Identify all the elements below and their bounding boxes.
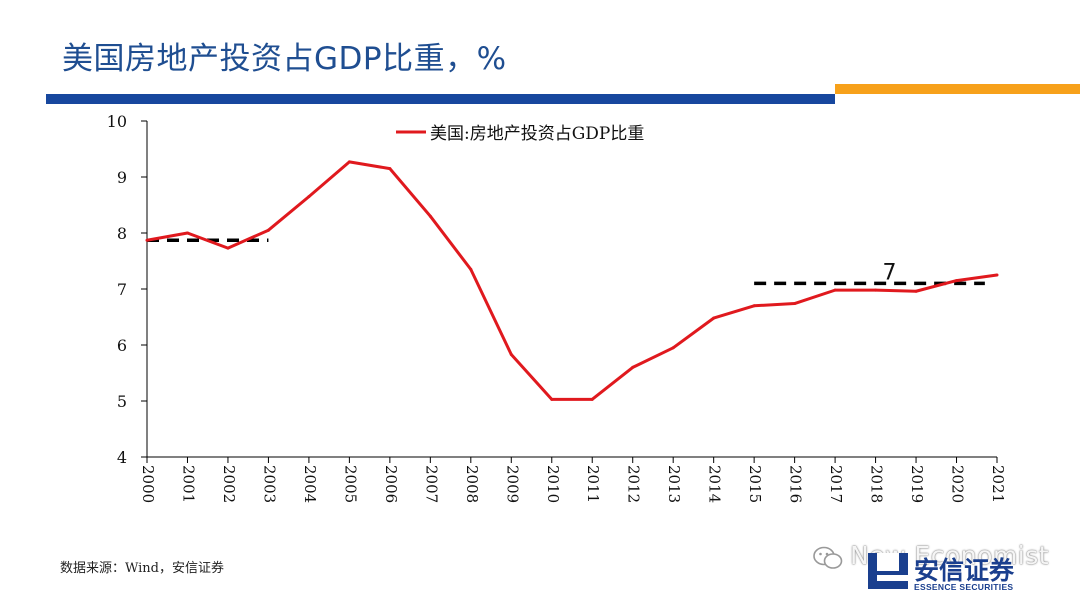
data-point bbox=[388, 167, 392, 171]
y-tick-label: 10 bbox=[107, 112, 127, 131]
x-tick-label: 2002 bbox=[220, 465, 238, 503]
series-group bbox=[145, 160, 999, 401]
company-logo: 安信证券 ESSENCE SECURITIES bbox=[868, 553, 1068, 597]
data-point bbox=[428, 214, 432, 218]
data-point bbox=[874, 288, 878, 292]
data-source-note: 数据来源：Wind，安信证券 bbox=[60, 561, 224, 576]
x-tick-label: 2004 bbox=[301, 465, 319, 503]
data-point bbox=[995, 273, 999, 277]
data-point bbox=[712, 316, 716, 320]
data-point bbox=[347, 160, 351, 164]
x-tick-label: 2014 bbox=[706, 465, 724, 503]
x-tick-label: 2019 bbox=[908, 465, 926, 503]
y-tick-label: 9 bbox=[117, 168, 127, 187]
y-tick-label: 8 bbox=[117, 224, 127, 243]
data-point bbox=[185, 231, 189, 235]
data-point bbox=[752, 304, 756, 308]
reference-lines: 7 bbox=[147, 238, 985, 285]
data-point bbox=[631, 365, 635, 369]
reference-line-label: 7 bbox=[883, 260, 897, 285]
x-tick-label: 2006 bbox=[382, 465, 400, 503]
x-tick-label: 2012 bbox=[625, 465, 643, 503]
y-tick-label: 6 bbox=[117, 336, 127, 355]
data-point bbox=[793, 302, 797, 306]
data-point bbox=[266, 228, 270, 232]
data-point bbox=[145, 238, 149, 242]
x-tick-label: 2016 bbox=[787, 465, 805, 503]
data-point bbox=[307, 195, 311, 199]
slide-title: 美国房地产投资占GDP比重，% bbox=[62, 41, 507, 77]
header-bar-orange bbox=[835, 84, 1080, 94]
data-point bbox=[914, 289, 918, 293]
wechat-icon bbox=[813, 546, 843, 569]
x-tick-label: 2009 bbox=[503, 465, 521, 503]
y-tick-label: 7 bbox=[117, 280, 127, 299]
logo-chinese-name: 安信证券 bbox=[914, 556, 1015, 585]
chart-axes: 4 5 6 7 8 9 10 2000 2001 2002 2003 2004 2005 2006 2007… bbox=[107, 112, 1007, 503]
data-point bbox=[833, 288, 837, 292]
x-tick-label: 2020 bbox=[949, 465, 967, 503]
x-tick-label: 2015 bbox=[746, 465, 764, 503]
x-tick-label: 2011 bbox=[584, 465, 602, 503]
x-tick-label: 2010 bbox=[544, 465, 562, 503]
data-point bbox=[226, 246, 230, 250]
data-point bbox=[469, 267, 473, 271]
logo-english-name: ESSENCE SECURITIES bbox=[914, 582, 1014, 592]
x-tick-label: 2021 bbox=[989, 465, 1007, 503]
data-point bbox=[955, 279, 959, 283]
legend-label: 美国:房地产投资占GDP比重 bbox=[430, 124, 644, 144]
chart-legend: 美国:房地产投资占GDP比重 bbox=[396, 124, 644, 144]
data-point bbox=[590, 397, 594, 401]
data-point bbox=[671, 346, 675, 350]
x-tick-label: 2008 bbox=[463, 465, 481, 503]
x-tick-label: 2007 bbox=[422, 465, 440, 503]
x-tick-label: 2005 bbox=[341, 465, 359, 503]
x-tick-label: 2013 bbox=[665, 465, 683, 503]
y-tick-label: 5 bbox=[117, 392, 127, 411]
data-point bbox=[509, 353, 513, 357]
x-tick-label: 2003 bbox=[260, 465, 278, 503]
series-line-1 bbox=[146, 160, 998, 401]
x-tick-label: 2018 bbox=[868, 465, 886, 503]
header-bar-blue bbox=[46, 94, 835, 104]
data-point bbox=[550, 397, 554, 401]
x-tick-label: 2000 bbox=[139, 465, 157, 503]
logo-mark-icon bbox=[868, 553, 908, 589]
y-tick-label: 4 bbox=[117, 448, 127, 467]
x-tick-label: 2001 bbox=[179, 465, 197, 503]
x-tick-label: 2017 bbox=[827, 465, 845, 503]
